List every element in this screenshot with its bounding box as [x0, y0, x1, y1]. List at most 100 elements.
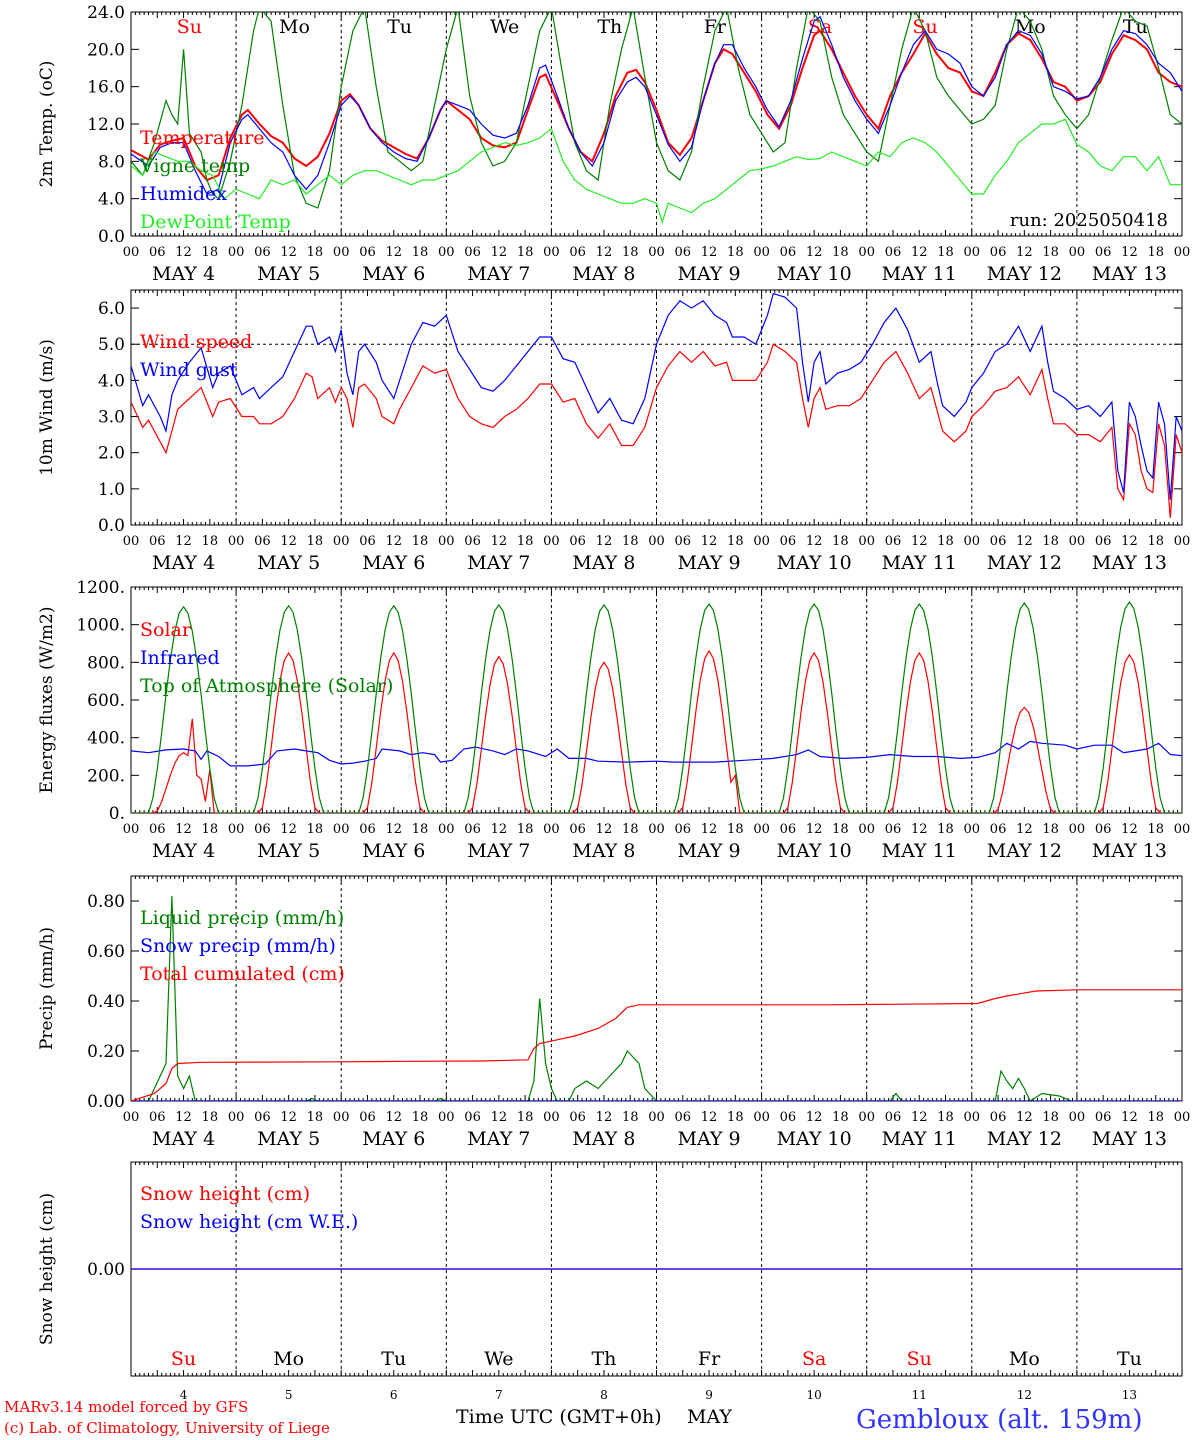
hour-label: 18	[622, 245, 639, 260]
hour-label: 18	[517, 822, 534, 837]
date-label: MAY 10	[777, 552, 852, 574]
weekday-label: Mo	[1009, 1348, 1040, 1370]
hour-label: 12	[1016, 822, 1033, 837]
hour-label: 00	[543, 1110, 560, 1125]
hour-label: 18	[412, 822, 429, 837]
hour-label: 00	[964, 822, 981, 837]
date-label: MAY 11	[882, 552, 957, 574]
hour-label: 18	[202, 245, 219, 260]
y-tick-label: 1200.	[76, 578, 125, 598]
hour-label: 06	[675, 822, 692, 837]
series-line	[131, 29, 1182, 182]
hour-label: 18	[622, 1110, 639, 1125]
day-number: 11	[912, 1388, 927, 1402]
hour-label: 00	[123, 245, 140, 260]
hour-label: 12	[1121, 245, 1138, 260]
hour-label: 00	[438, 822, 455, 837]
hour-label: 18	[307, 822, 324, 837]
y-tick-label: 0.	[109, 804, 125, 824]
hour-label: 12	[701, 245, 718, 260]
hour-label: 06	[359, 1110, 376, 1125]
hour-label: 12	[911, 1110, 928, 1125]
hour-label: 12	[385, 822, 402, 837]
panel-frame	[130, 11, 1183, 237]
hour-label: 12	[1016, 1110, 1033, 1125]
y-axis-title: Precip (mm/h)	[37, 927, 57, 1050]
hour-label: 00	[753, 534, 770, 549]
date-label: MAY 12	[987, 1128, 1062, 1150]
y-axis-title: Energy fluxes (W/m2)	[37, 607, 57, 794]
hour-label: 18	[832, 822, 849, 837]
hour-label: 18	[517, 1110, 534, 1125]
hour-label: 00	[438, 534, 455, 549]
date-label: MAY 4	[152, 552, 215, 574]
y-tick-label: 12.0	[87, 115, 125, 135]
panel-2: 0.0 1.0 2.0 3.0 4.0 5.0 6.0 10m Wind (m/s) 00 06 1…	[37, 289, 1190, 574]
legend-entry: Humidex	[140, 183, 227, 205]
day-number: 12	[1017, 1388, 1032, 1402]
y-axis-title: 2m Temp. (oC)	[37, 61, 57, 188]
hour-label: 18	[307, 245, 324, 260]
y-tick-label: 0.20	[87, 1042, 125, 1062]
y-tick-label: 800.	[87, 653, 125, 673]
day-number: 5	[285, 1388, 293, 1402]
hour-label: 06	[464, 534, 481, 549]
date-label: MAY 7	[467, 840, 530, 862]
station-label: Gembloux (alt. 159m)	[856, 1405, 1142, 1435]
hour-label: 18	[517, 245, 534, 260]
y-tick-label: 200.	[87, 766, 125, 786]
series-line	[131, 292, 1182, 500]
hour-label: 00	[123, 1110, 140, 1125]
hour-label: 06	[569, 245, 586, 260]
y-tick-label: 2.0	[98, 444, 125, 464]
weekday-label: Su	[177, 16, 202, 38]
legend-entry: Infrared	[140, 647, 220, 669]
series-line	[131, 118, 1182, 225]
hour-label: 12	[175, 534, 192, 549]
hour-label: 00	[333, 1110, 350, 1125]
date-label: MAY 8	[572, 840, 635, 862]
date-label: MAY 9	[678, 840, 741, 862]
weekday-label: Tu	[1123, 16, 1148, 38]
weekday-label: Sa	[802, 1348, 826, 1370]
hour-label: 06	[254, 534, 271, 549]
hour-label: 18	[1042, 534, 1059, 549]
date-label: MAY 12	[987, 840, 1062, 862]
hour-label: 18	[1147, 1110, 1164, 1125]
weekday-label: Sa	[808, 16, 832, 38]
series-line	[131, 15, 1182, 195]
day-number: 9	[705, 1388, 713, 1402]
hour-label: 06	[675, 534, 692, 549]
hour-label: 18	[622, 534, 639, 549]
legend-entry: Liquid precip (mm/h)	[140, 907, 344, 929]
panel-1: 0.0 4.0 8.0 12.0 16.0 20.0 24.0 2m Temp. (oC) 00…	[37, 3, 1190, 285]
hour-label: 06	[569, 534, 586, 549]
date-label: MAY 4	[152, 840, 215, 862]
hour-label: 00	[123, 534, 140, 549]
hour-label: 00	[753, 245, 770, 260]
hour-label: 18	[307, 1110, 324, 1125]
weekday-label: Su	[912, 16, 937, 38]
hour-label: 18	[412, 245, 429, 260]
hour-label: 00	[228, 1110, 245, 1125]
day-number: 4	[180, 1388, 188, 1402]
hour-label: 12	[806, 822, 823, 837]
y-tick-label: 8.0	[98, 152, 125, 172]
hour-label: 12	[911, 245, 928, 260]
hour-label: 18	[1042, 1110, 1059, 1125]
hour-label: 00	[1174, 1110, 1191, 1125]
hour-label: 06	[254, 822, 271, 837]
hour-label: 12	[175, 1110, 192, 1125]
date-label: MAY 12	[987, 552, 1062, 574]
hour-label: 18	[727, 245, 744, 260]
hour-label: 18	[937, 1110, 954, 1125]
date-label: MAY 13	[1092, 263, 1167, 285]
hour-label: 00	[438, 245, 455, 260]
hour-label: 06	[359, 245, 376, 260]
hour-label: 00	[333, 534, 350, 549]
legend-entry: Snow height (cm)	[140, 1183, 310, 1205]
date-label: MAY 13	[1092, 840, 1167, 862]
hour-label: 00	[753, 822, 770, 837]
date-label: MAY 9	[678, 552, 741, 574]
hour-label: 12	[491, 1110, 508, 1125]
